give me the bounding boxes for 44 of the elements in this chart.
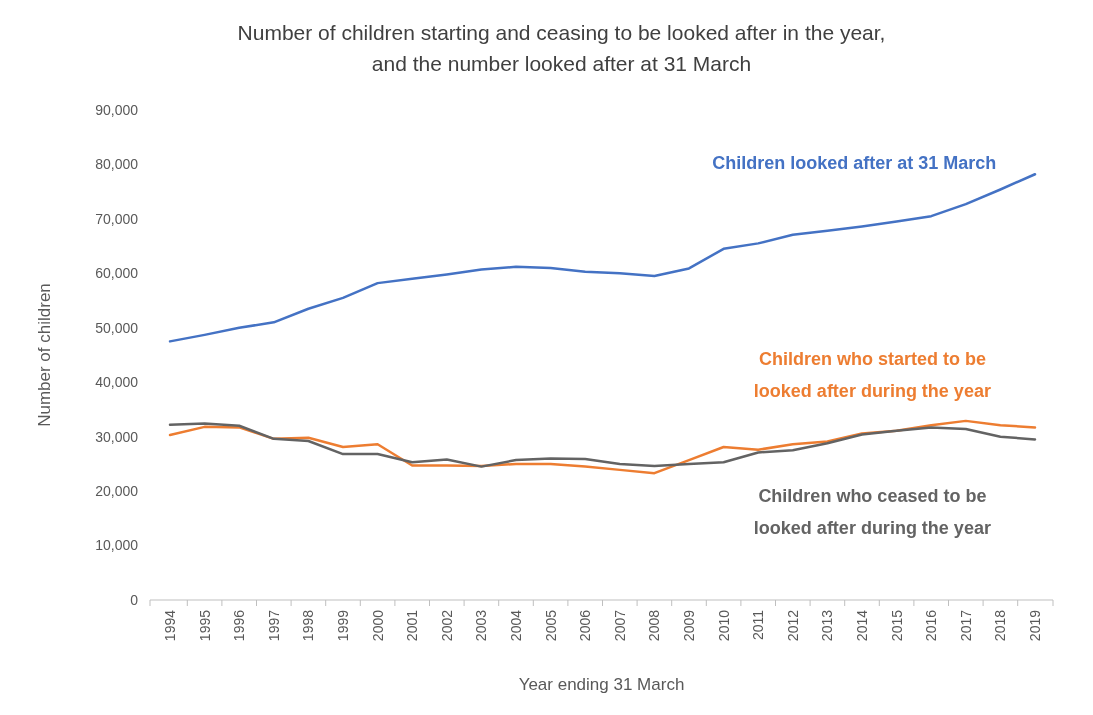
x-tick-label: 1994 (161, 609, 178, 642)
y-tick-label: 50,000 (95, 319, 139, 336)
y-tick-label: 10,000 (95, 537, 139, 554)
line-series (168, 172, 1037, 343)
y-tick-label: 0 (130, 591, 139, 608)
chart-title: Number of children starting and ceasing to be looked after in the year, and the number looked after at 31 March (237, 21, 886, 75)
x-tick-label: 2002 (438, 609, 455, 642)
y-tick-label: 40,000 (95, 374, 139, 391)
x-tick-label: 2017 (957, 609, 974, 642)
x-tick-label: 1999 (334, 609, 351, 642)
y-tick-label: 30,000 (95, 428, 139, 445)
line-series (168, 422, 1037, 468)
series-label: Children who started to be looked after during the year (753, 348, 991, 401)
x-tick-label: 2008 (646, 609, 663, 642)
x-tick-label: 1997 (265, 609, 282, 642)
series-label: Children who ceased to be looked after during the year (753, 486, 991, 538)
x-axis-title: Year ending 31 March (518, 675, 685, 694)
y-tick-label: 20,000 (95, 483, 139, 500)
x-tick-label: 2018 (992, 609, 1009, 642)
x-tick-label: 2014 (853, 609, 870, 642)
y-tick-label: 70,000 (95, 210, 139, 227)
x-tick-label: 2019 (1026, 609, 1043, 642)
x-tick-label: 1998 (300, 609, 317, 642)
x-tick-label: 2003 (473, 609, 490, 642)
x-tick-label: 2013 (819, 609, 836, 642)
x-tick-label: 2010 (715, 609, 732, 642)
x-tick-label: 2016 (923, 609, 940, 642)
x-tick-label: 1995 (196, 609, 213, 642)
y-tick-label: 60,000 (95, 265, 139, 282)
y-axis-title: Number of children (35, 283, 54, 427)
x-tick-label: 2000 (369, 609, 386, 642)
x-tick-label: 2007 (611, 609, 628, 642)
series-label: Children looked after at 31 March (712, 152, 997, 173)
x-tick-label: 2006 (577, 609, 594, 642)
x-tick-label: 2009 (680, 609, 697, 642)
x-tick-label: 2001 (404, 609, 421, 642)
x-tick-label: 1996 (231, 609, 248, 642)
x-tick-label: 2011 (750, 609, 767, 641)
x-tick-label: 2005 (542, 609, 559, 642)
x-tick-label: 2015 (888, 609, 905, 642)
x-tick-label: 2004 (507, 609, 524, 642)
x-tick-label: 2012 (784, 609, 801, 642)
y-tick-label: 90,000 (95, 101, 139, 118)
y-tick-label: 80,000 (95, 156, 139, 173)
